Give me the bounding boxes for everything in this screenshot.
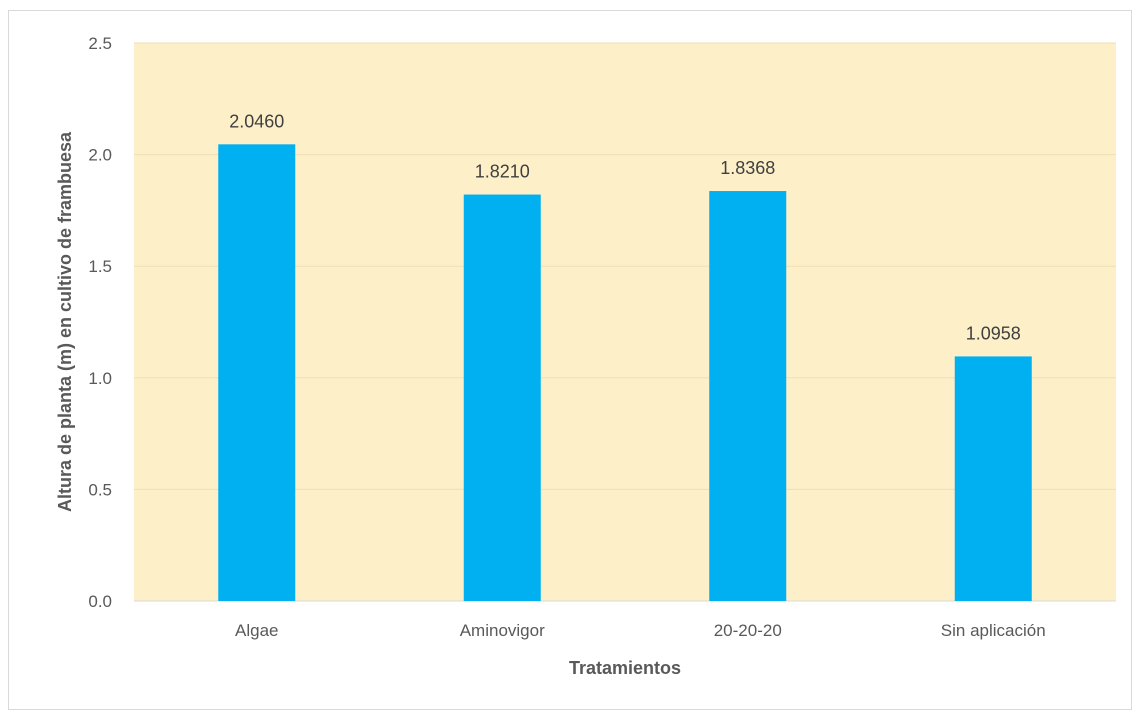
bar-data-label: 1.8368	[720, 158, 775, 178]
x-category-label: Aminovigor	[460, 621, 545, 640]
x-category-label: Algae	[235, 621, 278, 640]
bar	[709, 191, 787, 601]
x-axis-categories: Algae Aminovigor 20-20-20 Sin aplicación	[235, 621, 1046, 640]
y-tick-label: 1.0	[88, 369, 112, 388]
x-category-label: Sin aplicación	[941, 621, 1046, 640]
bar-data-label: 1.8210	[475, 162, 530, 182]
y-axis-title: Altura de planta (m) en cultivo de framb…	[55, 131, 75, 512]
data-labels: 2.0460 1.8210 1.8368 1.0958	[229, 111, 1021, 343]
plot-area	[134, 43, 1116, 601]
bar	[218, 144, 296, 601]
bar	[954, 356, 1032, 601]
bar-data-label: 1.0958	[966, 323, 1021, 343]
chart-frame: 2.0460 1.8210 1.8368 1.0958 0.0 0.5 1.0 1.5 2.0…	[8, 10, 1132, 710]
x-axis-title: Tratamientos	[569, 658, 681, 678]
bars	[218, 144, 1032, 601]
x-category-label: 20-20-20	[714, 621, 782, 640]
y-tick-label: 0.0	[88, 592, 112, 611]
bar-data-label: 2.0460	[229, 111, 284, 131]
y-tick-label: 1.5	[88, 257, 112, 276]
bar	[463, 194, 541, 601]
bar-chart: 2.0460 1.8210 1.8368 1.0958 0.0 0.5 1.0 1.5 2.0…	[55, 34, 1116, 678]
y-axis-ticks: 0.0 0.5 1.0 1.5 2.0 2.5	[88, 34, 112, 611]
y-tick-label: 2.0	[88, 146, 112, 165]
y-tick-label: 0.5	[88, 480, 112, 499]
gridlines	[134, 42, 1116, 602]
y-tick-label: 2.5	[88, 34, 112, 53]
